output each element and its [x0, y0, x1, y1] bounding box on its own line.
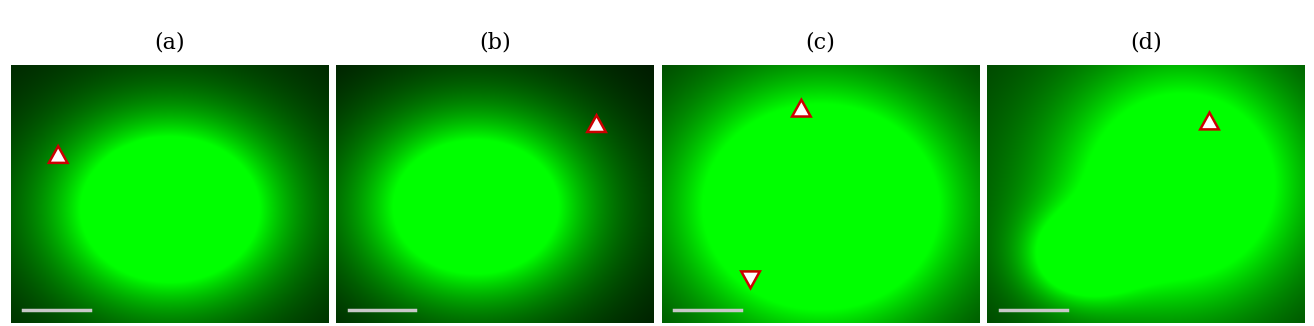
Polygon shape: [587, 115, 606, 132]
Text: (d): (d): [1130, 31, 1162, 53]
Polygon shape: [1200, 113, 1219, 129]
Polygon shape: [49, 146, 67, 163]
Text: (a): (a): [154, 31, 185, 53]
Polygon shape: [741, 272, 759, 288]
Text: (b): (b): [480, 31, 511, 53]
Text: (c): (c): [805, 31, 836, 53]
Polygon shape: [792, 100, 811, 116]
